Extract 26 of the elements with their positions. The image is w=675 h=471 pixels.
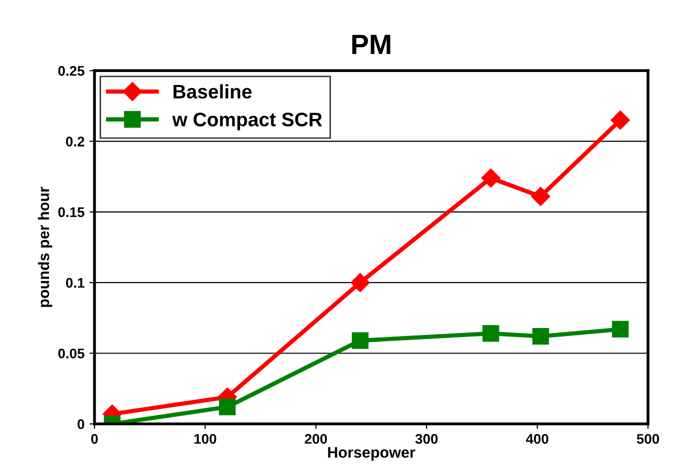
point [531,186,550,206]
y-tick-label: 0 [78,419,84,430]
x-tick-label: 100 [194,434,216,444]
x-axis-title: Horsepower [328,447,416,461]
legend-label: w Compact SCR [172,112,322,130]
y-tick-label: 0.05 [58,348,84,358]
legend-label: Baseline [174,84,252,99]
y-tick-label: 0.2 [66,136,84,146]
x-tick-label: 300 [415,434,438,444]
x-tick-label: 500 [636,434,660,444]
point [612,320,629,338]
y-tick-label: 0.1 [66,278,84,288]
point [350,273,370,292]
point [482,325,500,342]
y-tick-label: 0.15 [58,207,84,218]
y-tick-label: 0.25 [58,66,84,76]
point [219,398,236,416]
y-axis-title: pounds per hour [38,186,52,307]
point [481,168,500,188]
point [532,328,549,345]
chart-title: PM [352,34,390,54]
point [352,332,369,349]
x-tick-label: 400 [526,434,548,444]
x-tick-label: 200 [304,434,327,444]
x-tick-label: 0 [91,434,98,444]
point [610,110,630,130]
